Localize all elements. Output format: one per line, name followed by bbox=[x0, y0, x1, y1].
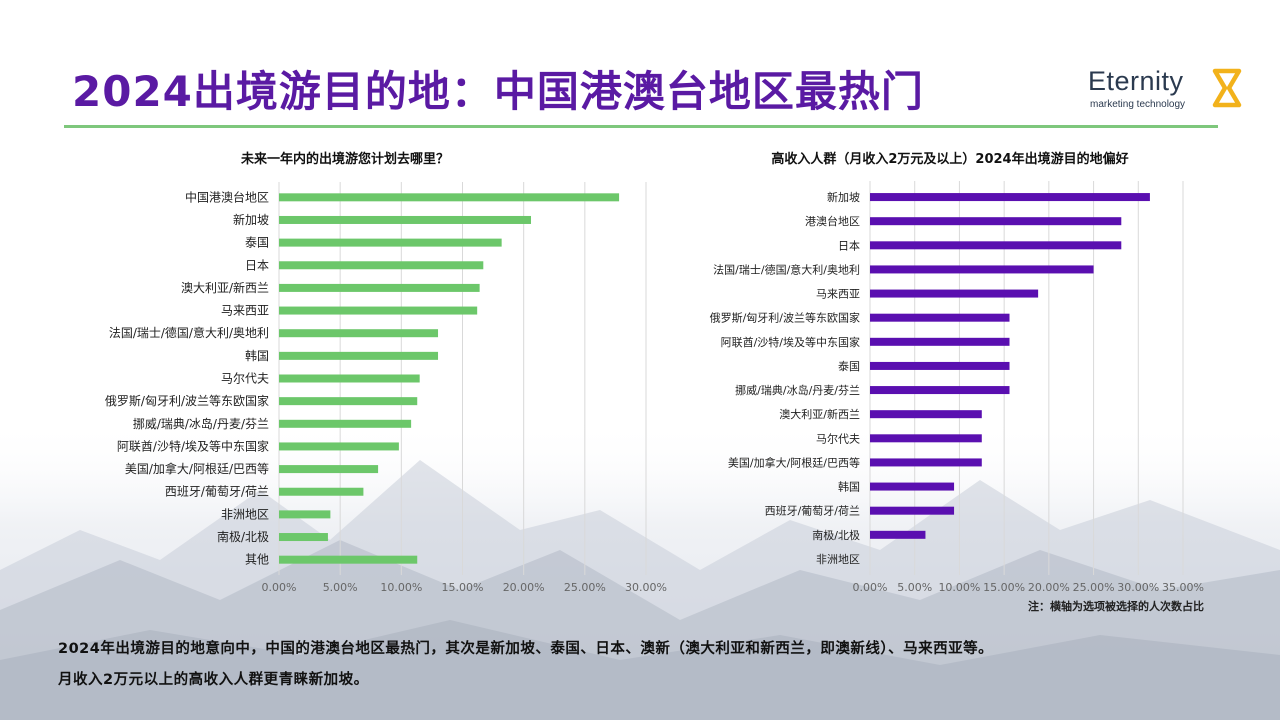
category-label: 美国/加拿大/阿根廷/巴西等 bbox=[125, 461, 269, 476]
brand-logo: Eternity marketing technology bbox=[1088, 66, 1248, 112]
bar bbox=[870, 506, 955, 515]
category-label: 港澳台地区 bbox=[805, 214, 860, 228]
logo-tagline: marketing technology bbox=[1090, 99, 1186, 110]
category-label: 澳大利亚/新西兰 bbox=[779, 407, 860, 421]
category-label: 挪威/瑞典/冰岛/丹麦/芬兰 bbox=[133, 416, 269, 431]
bar bbox=[279, 465, 379, 474]
bar bbox=[279, 329, 439, 338]
bar bbox=[870, 289, 1039, 298]
bar bbox=[870, 458, 982, 467]
category-label: 美国/加拿大/阿根廷/巴西等 bbox=[728, 455, 860, 469]
category-label: 马来西亚 bbox=[221, 304, 269, 318]
summary-line-2: 月收入2万元以上的高收入人群更青睐新加坡。 bbox=[58, 672, 369, 688]
bar bbox=[870, 386, 1010, 395]
category-label: 马尔代夫 bbox=[816, 432, 860, 445]
bar bbox=[870, 530, 926, 539]
x-tick-label: 15.00% bbox=[442, 581, 484, 594]
category-label: 新加坡 bbox=[827, 190, 860, 204]
bar bbox=[870, 313, 1010, 322]
axis-note: 注：横轴为选项被选择的人次数占比 bbox=[1028, 600, 1204, 613]
x-tick-label: 10.00% bbox=[380, 581, 422, 594]
logo-wordmark: Eternity bbox=[1088, 66, 1184, 96]
category-label: 韩国 bbox=[838, 480, 860, 494]
right-chart-title: 高收入人群（月收入2万元及以上）2024年出境游目的地偏好 bbox=[771, 152, 1129, 167]
x-tick-label: 5.00% bbox=[323, 581, 358, 594]
summary-line-1: 2024年出境游目的地意向中，中国的港澳台地区最热门，其次是新加坡、泰国、日本、… bbox=[58, 641, 994, 657]
category-label: 挪威/瑞典/冰岛/丹麦/芬兰 bbox=[735, 383, 860, 397]
mountain-background bbox=[0, 420, 1280, 720]
summary-text: 2024年出境游目的地意向中，中国的港澳台地区最热门，其次是新加坡、泰国、日本、… bbox=[58, 634, 1238, 696]
category-label: 其他 bbox=[245, 553, 269, 567]
category-label: 阿联酋/沙特/埃及等中东国家 bbox=[721, 335, 860, 349]
bar bbox=[870, 361, 1010, 370]
x-tick-label: 0.00% bbox=[262, 581, 297, 594]
bar bbox=[870, 241, 1122, 250]
category-label: 马来西亚 bbox=[816, 288, 860, 301]
bar bbox=[279, 351, 439, 360]
category-label: 日本 bbox=[245, 258, 269, 272]
category-label: 韩国 bbox=[245, 348, 269, 363]
category-label: 日本 bbox=[838, 238, 860, 252]
category-label: 中国港澳台地区 bbox=[185, 189, 269, 204]
category-label: 南极/北极 bbox=[217, 529, 269, 544]
bar bbox=[870, 337, 1010, 346]
category-label: 非洲地区 bbox=[816, 553, 860, 566]
category-label: 泰国 bbox=[245, 236, 269, 250]
bar bbox=[279, 261, 484, 270]
bar bbox=[279, 193, 620, 202]
category-label: 非洲地区 bbox=[221, 507, 269, 521]
bar bbox=[279, 442, 399, 451]
x-tick-label: 15.00% bbox=[983, 581, 1025, 594]
x-tick-label: 10.00% bbox=[938, 581, 980, 594]
category-label: 俄罗斯/匈牙利/波兰等东欧国家 bbox=[710, 311, 860, 325]
bar bbox=[279, 533, 328, 542]
left-chart-title: 未来一年内的出境游您计划去哪里？ bbox=[240, 152, 449, 167]
bar bbox=[279, 306, 478, 315]
page-title: 2024出境游目的地：中国港澳台地区最热门 bbox=[72, 67, 924, 116]
category-label: 西班牙/葡萄牙/荷兰 bbox=[765, 505, 860, 518]
x-tick-label: 25.00% bbox=[564, 581, 606, 594]
x-tick-label: 20.00% bbox=[1028, 581, 1070, 594]
x-tick-label: 0.00% bbox=[853, 581, 888, 594]
bar bbox=[279, 283, 480, 292]
bar bbox=[870, 434, 982, 443]
bar bbox=[279, 555, 418, 564]
bar bbox=[279, 487, 364, 496]
bar bbox=[870, 265, 1094, 274]
bar bbox=[279, 215, 532, 224]
category-label: 西班牙/葡萄牙/荷兰 bbox=[165, 485, 269, 499]
category-label: 法国/瑞士/德国/意大利/奥地利 bbox=[109, 325, 269, 340]
hourglass-logo-icon bbox=[1212, 68, 1242, 108]
category-label: 俄罗斯/匈牙利/波兰等东欧国家 bbox=[105, 393, 269, 408]
bar bbox=[279, 419, 412, 428]
x-tick-label: 30.00% bbox=[1117, 581, 1159, 594]
bar bbox=[279, 397, 418, 406]
bar bbox=[870, 410, 982, 419]
category-label: 澳大利亚/新西兰 bbox=[181, 280, 269, 295]
category-label: 阿联酋/沙特/埃及等中东国家 bbox=[117, 438, 269, 453]
x-tick-label: 30.00% bbox=[625, 581, 667, 594]
bar bbox=[870, 193, 1150, 202]
x-tick-label: 20.00% bbox=[503, 581, 545, 594]
bar bbox=[279, 374, 420, 383]
x-tick-label: 35.00% bbox=[1162, 581, 1204, 594]
bar bbox=[870, 482, 955, 491]
category-label: 法国/瑞士/德国/意大利/奥地利 bbox=[713, 262, 860, 276]
x-tick-label: 5.00% bbox=[897, 581, 932, 594]
bar bbox=[279, 510, 331, 519]
category-label: 泰国 bbox=[838, 359, 860, 373]
x-tick-label: 25.00% bbox=[1073, 581, 1115, 594]
category-label: 马尔代夫 bbox=[221, 371, 269, 386]
category-label: 新加坡 bbox=[233, 212, 269, 227]
bar bbox=[870, 217, 1122, 226]
title-divider bbox=[64, 125, 1218, 128]
bar bbox=[279, 238, 502, 247]
category-label: 南极/北极 bbox=[812, 528, 860, 542]
